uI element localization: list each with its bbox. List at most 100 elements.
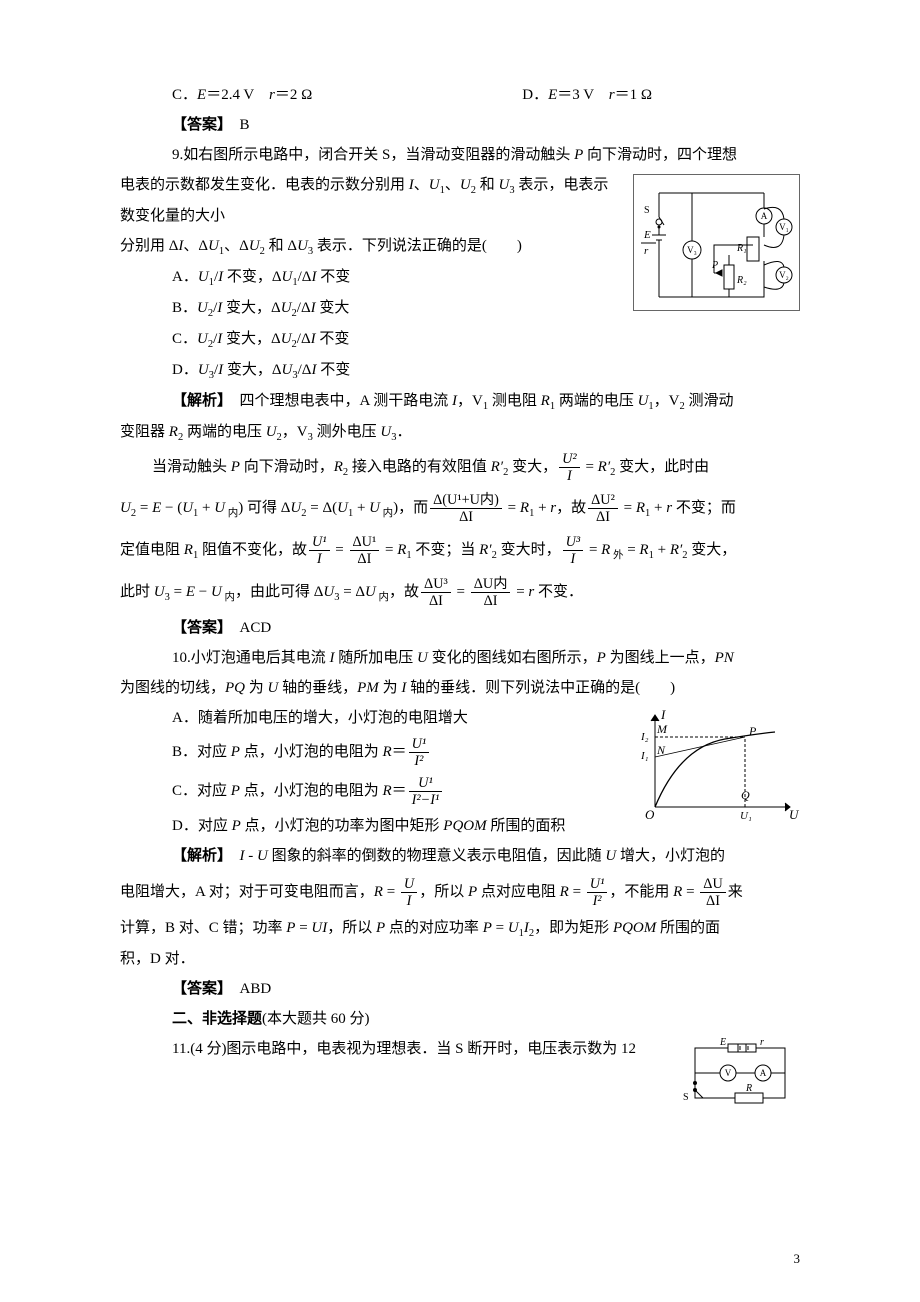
var: R′ [598,459,610,475]
var-p: P [574,147,583,163]
q10-stem-2: 为图线的切线，PQ 为 U 轴的垂线，PM 为 I 轴的垂线．则下列说法中正确的… [120,673,800,703]
label-v2: V₂ [779,270,789,280]
label-r: r [644,245,649,257]
var: P [231,744,240,760]
text: ，不能用 [609,884,673,900]
var: U [197,300,208,316]
label-s: S [644,205,650,216]
q9-explain-5: 定值电阻 R1 阻值不变化，故U¹I = ΔU¹ΔI = R1 不变；当 R′2… [120,529,800,571]
label-i1: I₁ [640,750,649,762]
text: = [383,884,399,900]
text: = [585,542,601,558]
var: P [232,818,241,834]
q10-explain-4: 积，D 对． [120,944,800,974]
graph-svg: I U O I₂ I₁ M N P Q U₁ [625,707,800,822]
var: P [231,783,240,799]
text: 所围的面积 [487,818,566,834]
var: U [281,300,292,316]
sub: 外 [610,550,623,561]
q8-options-cd: C．E＝2.4 V r＝2 Ω D．E＝3 V r＝1 Ω [120,80,800,110]
opt-label: C． [172,87,197,103]
text: /Δ [297,331,311,347]
var: U [182,500,193,516]
var: U [508,920,519,936]
den: ΔI [471,592,511,608]
answer-value: ABD [225,981,272,997]
den: I² [587,892,608,908]
sub: 内 [380,508,393,519]
var: R′ [479,542,491,558]
fraction: U²I [559,452,580,484]
text: 变阻器 [120,424,169,440]
var: U [605,848,616,864]
text: 不变 [316,331,350,347]
num: Δ(U¹+U内) [430,493,502,508]
var: U [460,177,471,193]
text: ，所以 [327,920,376,936]
text: 不变；而 [672,500,736,516]
den: I [559,467,580,483]
text: 两端的电压 [183,424,266,440]
label-p: P [748,724,757,738]
text: A．随着所加电压的增大，小灯泡的电阻增大 [172,710,468,726]
text: ，V [654,393,680,409]
text: = [453,584,469,600]
var: R [382,783,391,799]
den: I [563,550,584,566]
num: ΔU [700,877,725,892]
label: D．对应 [172,818,232,834]
den: I [309,550,330,566]
text: 电阻增大，A 对；对于可变电阻而言， [120,884,374,900]
text: ，V [282,424,308,440]
var: U [197,331,208,347]
text: + [353,500,369,516]
explain-label: 【解析】 [172,848,225,864]
text: 点对应电阻 [477,884,560,900]
q10-stem-1: 10.小灯泡通电后其电流 I 随所加电压 U 变化的图线如右图所示，P 为图线上… [120,643,800,673]
text: = [492,920,508,936]
answer-value: B [225,117,250,133]
text: ＝ [392,744,407,760]
var: R [169,424,178,440]
q11-circuit-figure: E r V A S R [680,1038,800,1113]
var: PQ [225,680,245,696]
fraction: U¹I [309,535,330,567]
answer-label: 【答案】 [172,981,225,997]
var: R [397,542,406,558]
text: 变大时， [497,542,561,558]
fraction: U¹I²−I¹ [409,776,443,808]
text: ，故 [389,584,419,600]
label-u1: U₁ [740,810,752,822]
var: U [499,177,510,193]
sub: 内 [376,592,389,603]
var: U [281,331,292,347]
text: 分别用 Δ [120,238,178,254]
q9-explain-4: U2 = E − (U1 + U 内) 可得 ΔU2 = Δ(U1 + U 内)… [120,487,800,529]
var-e: E [548,87,557,103]
text: ＝3 V [557,87,609,103]
text: 随所加电压 [335,650,418,666]
text: 增大，小灯泡的 [616,848,725,864]
label: B．对应 [172,744,231,760]
text: 和 Δ [265,238,297,254]
label-e: E [719,1038,726,1048]
fraction: ΔU²ΔI [588,493,618,525]
fraction: UI [401,877,417,909]
text: 点，小灯泡的功率为图中矩形 [241,818,444,834]
text: 变化的图线如右图所示， [428,650,597,666]
num: U² [559,452,580,467]
var: I - U [240,848,268,864]
text: 、Δ [183,238,208,254]
q9-explain-3: 当滑动触头 P 向下滑动时，R2 接入电路的有效阻值 R′2 变大，U²I = … [120,448,800,487]
text: 点，小灯泡的电阻为 [240,744,383,760]
text: 为图线的切线， [120,680,225,696]
var: R [639,542,648,558]
var: PQOM [443,818,486,834]
text: 变大 [316,300,350,316]
q8-option-d: D．E＝3 V r＝1 Ω [522,80,652,110]
var: U [323,584,334,600]
q10-explain-3: 计算，B 对、C 错；功率 P = UI，所以 P 点的对应功率 P = U1I… [120,913,800,944]
var: UI [311,920,327,936]
label-v: V [725,1068,732,1078]
text: ，所以 [419,884,468,900]
